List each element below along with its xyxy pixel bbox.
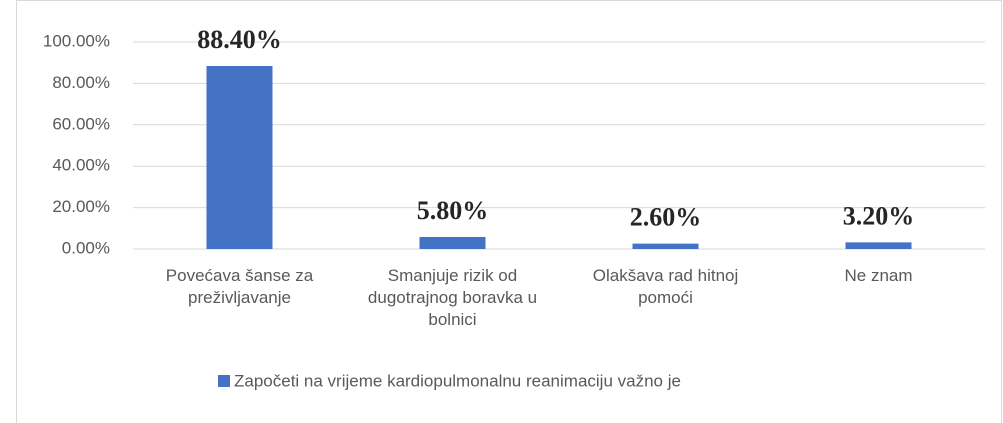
x-tick-label: Smanjuje rizik od dugotrajnog boravka u …	[367, 266, 538, 329]
legend-swatch	[218, 375, 230, 387]
x-tick-label: Olakšava rad hitnoj pomoći	[592, 266, 739, 307]
x-tick-label: Povećava šanse za preživljavanje	[165, 266, 314, 307]
bar	[845, 242, 912, 249]
bar	[206, 66, 273, 250]
value-label: 88.40%	[197, 25, 282, 54]
bar	[632, 243, 699, 249]
x-tick-label: Ne znam	[844, 266, 913, 285]
value-label: 3.20%	[843, 201, 915, 230]
y-tick-label: 0.00%	[62, 238, 110, 257]
y-tick-label: 80.00%	[52, 73, 110, 92]
value-label: 2.60%	[630, 203, 702, 232]
y-tick-label: 60.00%	[52, 114, 110, 133]
bar	[419, 236, 486, 249]
chart-border	[16, 0, 1002, 423]
value-label: 5.80%	[417, 196, 489, 225]
y-tick-label: 40.00%	[52, 156, 110, 175]
y-tick-label: 20.00%	[52, 197, 110, 216]
legend-label: Započeti na vrijeme kardiopulmonalnu rea…	[234, 371, 681, 390]
y-tick-label: 100.00%	[43, 31, 110, 50]
